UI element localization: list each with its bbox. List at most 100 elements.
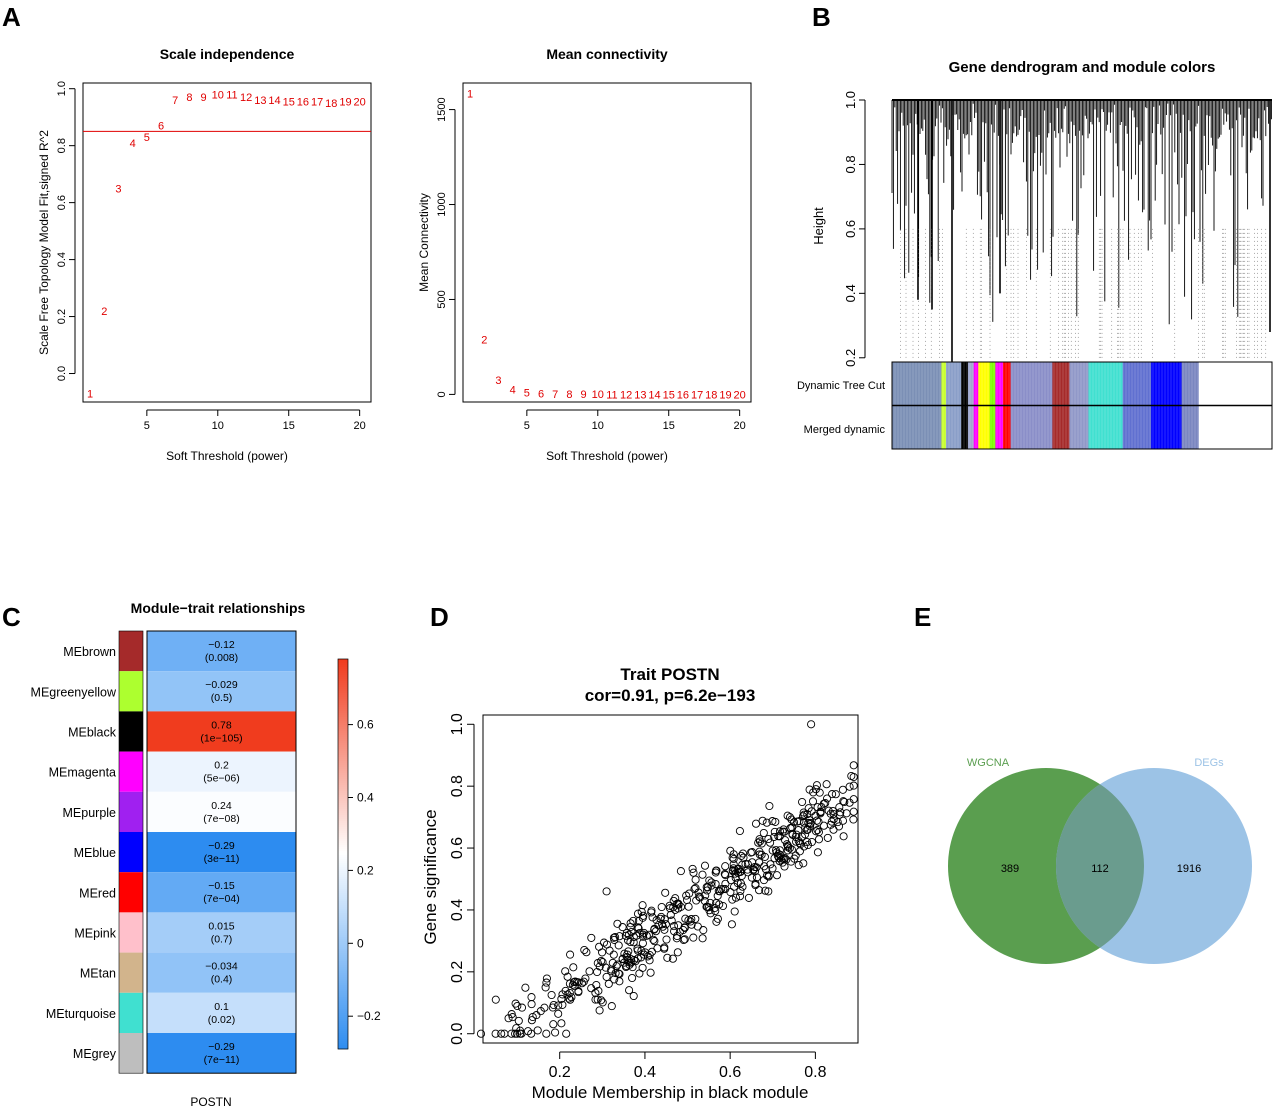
gene-point xyxy=(679,925,688,935)
gene-point xyxy=(563,990,572,999)
gene-point xyxy=(684,916,693,925)
heatmap-cell-pvalue: (0.4) xyxy=(211,974,233,986)
power-point-label: 10 xyxy=(212,89,224,101)
colorbar-slice xyxy=(338,883,348,886)
colorbar-slice xyxy=(338,927,348,930)
power-point-label: 7 xyxy=(552,389,558,401)
module-color-band xyxy=(1002,362,1012,405)
power-point-label: 19 xyxy=(719,389,731,401)
colorbar-slice xyxy=(338,891,348,894)
gene-point xyxy=(813,848,822,857)
module-color-band xyxy=(1181,406,1199,449)
colorbar-slice xyxy=(338,843,348,846)
colorbar-slice xyxy=(338,731,348,734)
colorbar-slice xyxy=(338,827,348,830)
gene-point xyxy=(514,1016,523,1025)
gene-point xyxy=(527,993,536,1002)
power-point-label: 18 xyxy=(705,389,717,401)
module-name-label: MEgrey xyxy=(73,1047,117,1061)
power-point-label: 17 xyxy=(691,389,703,401)
postn-y-label: Gene significance xyxy=(421,809,440,944)
gene-point xyxy=(700,896,709,906)
colorbar-slice xyxy=(338,681,348,684)
gene-point xyxy=(595,942,604,951)
module-name-label: MEblue xyxy=(74,846,116,860)
mean-connectivity-y-tick-label: 500 xyxy=(436,290,448,308)
scale-independence-x-tick-label: 5 xyxy=(144,420,150,432)
gene-point xyxy=(800,810,809,819)
mean-connectivity-title: Mean connectivity xyxy=(546,46,668,62)
colorbar-slice xyxy=(338,797,348,800)
module-color-band xyxy=(941,362,947,405)
heatmap-cell-cor: −0.29 xyxy=(208,840,235,852)
colorbar-slice xyxy=(338,695,348,698)
module-color-band xyxy=(1151,406,1183,449)
gene-point xyxy=(689,933,698,942)
colorbar-slice xyxy=(338,749,348,752)
gene-point xyxy=(597,996,606,1005)
gene-point xyxy=(512,1024,521,1033)
power-point-label: 3 xyxy=(115,183,121,195)
colorbar-slice xyxy=(338,1029,348,1032)
heatmap-cell xyxy=(147,952,296,993)
colorbar-slice xyxy=(338,813,348,816)
colorbar-slice xyxy=(338,703,348,706)
gene-point xyxy=(504,1014,513,1023)
colorbar-slice xyxy=(338,1007,348,1010)
module-name-label: MEpink xyxy=(74,927,116,941)
colorbar-slice xyxy=(338,837,348,840)
module-color-band xyxy=(968,362,975,405)
gene-point xyxy=(752,873,761,882)
venn-label-degs: DEGs xyxy=(1194,757,1224,769)
module-color-band xyxy=(1122,406,1152,449)
heatmap-cell xyxy=(147,872,296,913)
gene-point xyxy=(562,1029,571,1038)
gene-point xyxy=(613,960,622,969)
gene-point xyxy=(684,902,693,911)
gene-point xyxy=(728,895,737,904)
power-point-label: 5 xyxy=(524,388,530,400)
colorbar-slice xyxy=(338,671,348,674)
gene-point xyxy=(816,809,825,818)
heatmap-cell-cor: −0.29 xyxy=(208,1041,235,1053)
gene-point xyxy=(568,980,577,989)
gene-point xyxy=(721,862,730,871)
gene-point xyxy=(698,870,707,879)
gene-point xyxy=(536,1007,545,1016)
gene-point xyxy=(768,864,777,873)
module-color-band xyxy=(1088,406,1124,449)
colorbar-slice xyxy=(338,959,348,962)
colorbar-slice xyxy=(338,675,348,678)
heatmap-cell-pvalue: (0.7) xyxy=(211,933,233,945)
gene-point xyxy=(807,807,816,816)
gene-point xyxy=(817,803,826,812)
power-point-label: 15 xyxy=(283,97,295,109)
colorbar-slice xyxy=(338,689,348,692)
module-color-band xyxy=(973,406,979,449)
colorbar-slice xyxy=(338,897,348,900)
colorbar-slice xyxy=(338,823,348,826)
power-point-label: 6 xyxy=(158,121,164,133)
colorbar-slice xyxy=(338,907,348,910)
colorbar-slice xyxy=(338,1031,348,1034)
colorbar-tick-label: 0 xyxy=(357,936,364,950)
gene-point xyxy=(593,995,602,1004)
gene-point xyxy=(834,822,844,831)
gene-point xyxy=(521,983,530,992)
dendrogram-y-label: Height xyxy=(811,207,826,245)
gene-point xyxy=(542,978,551,987)
gene-point xyxy=(795,847,804,856)
colorbar-slice xyxy=(338,735,348,738)
colorbar-slice xyxy=(338,737,348,740)
gene-point xyxy=(541,983,550,992)
gene-point xyxy=(839,832,848,841)
power-point-label: 15 xyxy=(663,389,675,401)
heatmap-cell-pvalue: (7e−08) xyxy=(203,813,239,825)
colorbar-slice xyxy=(338,945,348,948)
scale-independence-y-label: Scale Free Topology Model Fit,signed R^2 xyxy=(37,130,51,355)
gene-point xyxy=(731,866,740,875)
gene-point xyxy=(640,950,649,959)
gene-point xyxy=(605,946,614,955)
gene-point xyxy=(707,881,716,890)
gene-point xyxy=(700,861,710,870)
